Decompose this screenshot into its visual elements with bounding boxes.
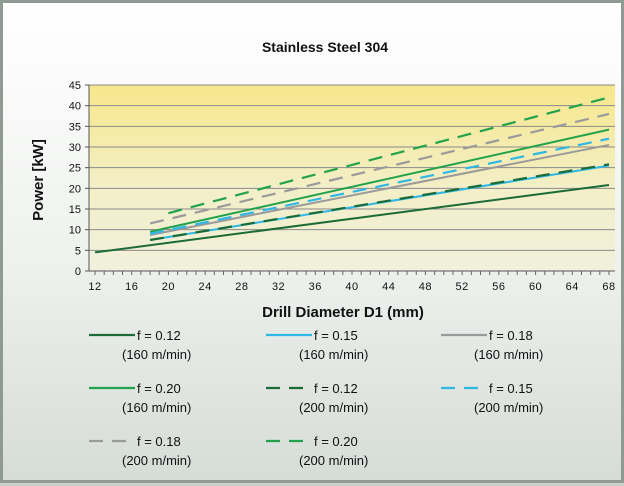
series-line-1 xyxy=(94,184,610,254)
y-tick-label: 35 xyxy=(69,121,81,133)
legend-sublabel-3: (160 m/min) xyxy=(474,347,543,362)
legend-sublabel-8: (200 m/min) xyxy=(299,453,368,468)
legend-label-5: f = 0.12 xyxy=(314,381,358,396)
legend-label-3: f = 0.18 xyxy=(489,328,533,343)
x-tick-label: 20 xyxy=(162,281,175,293)
x-tick-label: 48 xyxy=(419,281,432,293)
x-tick-label: 36 xyxy=(309,281,322,293)
series-line-4 xyxy=(149,128,610,233)
x-tick-label: 40 xyxy=(345,281,358,293)
x-tick-label: 56 xyxy=(492,281,505,293)
series-line-7 xyxy=(149,112,610,225)
legend-label-8: f = 0.20 xyxy=(314,434,358,449)
y-tick-label: 15 xyxy=(69,204,81,216)
x-tick-label: 12 xyxy=(88,281,101,293)
legend-label-7: f = 0.18 xyxy=(137,434,181,449)
series-line-3 xyxy=(149,143,610,237)
x-axis-label: Drill Diameter D1 (mm) xyxy=(262,304,424,321)
chart-title: Stainless Steel 304 xyxy=(262,39,388,55)
y-tick-label: 40 xyxy=(69,101,81,113)
legend-label-1: f = 0.12 xyxy=(137,328,181,343)
y-tick-label: 45 xyxy=(69,80,81,92)
x-tick-label: 52 xyxy=(456,281,469,293)
y-axis-label: Power [kW] xyxy=(30,139,47,221)
x-tick-label: 60 xyxy=(529,281,542,293)
x-tick-label: 68 xyxy=(602,281,615,293)
legend-sublabel-1: (160 m/min) xyxy=(122,347,191,362)
legend-label-6: f = 0.15 xyxy=(489,381,533,396)
chart: Stainless Steel 304 0 5 10 15 20 25 30 35 40 45 1… xyxy=(30,39,615,468)
x-tick-label: 16 xyxy=(125,281,138,293)
series-line-8 xyxy=(168,96,610,215)
y-tick-label: 25 xyxy=(69,163,81,175)
series-line-6 xyxy=(149,137,610,235)
x-tick-label: 44 xyxy=(382,281,395,293)
x-tick-label: 28 xyxy=(235,281,248,293)
x-tick-label: 32 xyxy=(272,281,285,293)
legend-label-2: f = 0.15 xyxy=(314,328,358,343)
legend-sublabel-6: (200 m/min) xyxy=(474,400,543,415)
y-tick-label: 10 xyxy=(69,225,81,237)
y-tick-label: 30 xyxy=(69,142,81,154)
y-tick-label: 20 xyxy=(69,183,81,195)
x-tick-label: 24 xyxy=(199,281,212,293)
y-tick-label: 5 xyxy=(75,245,81,257)
legend-sublabel-2: (160 m/min) xyxy=(299,347,368,362)
x-tick-label: 64 xyxy=(566,281,579,293)
legend-label-4: f = 0.20 xyxy=(137,381,181,396)
legend-sublabel-4: (160 m/min) xyxy=(122,400,191,415)
legend-sublabel-7: (200 m/min) xyxy=(122,453,191,468)
y-tick-label: 0 xyxy=(75,266,81,278)
series-line-5 xyxy=(149,163,610,242)
legend-sublabel-5: (200 m/min) xyxy=(299,400,368,415)
legend: f = 0.12 (160 m/min) f = 0.15 (160 m/min) f … xyxy=(89,328,543,468)
